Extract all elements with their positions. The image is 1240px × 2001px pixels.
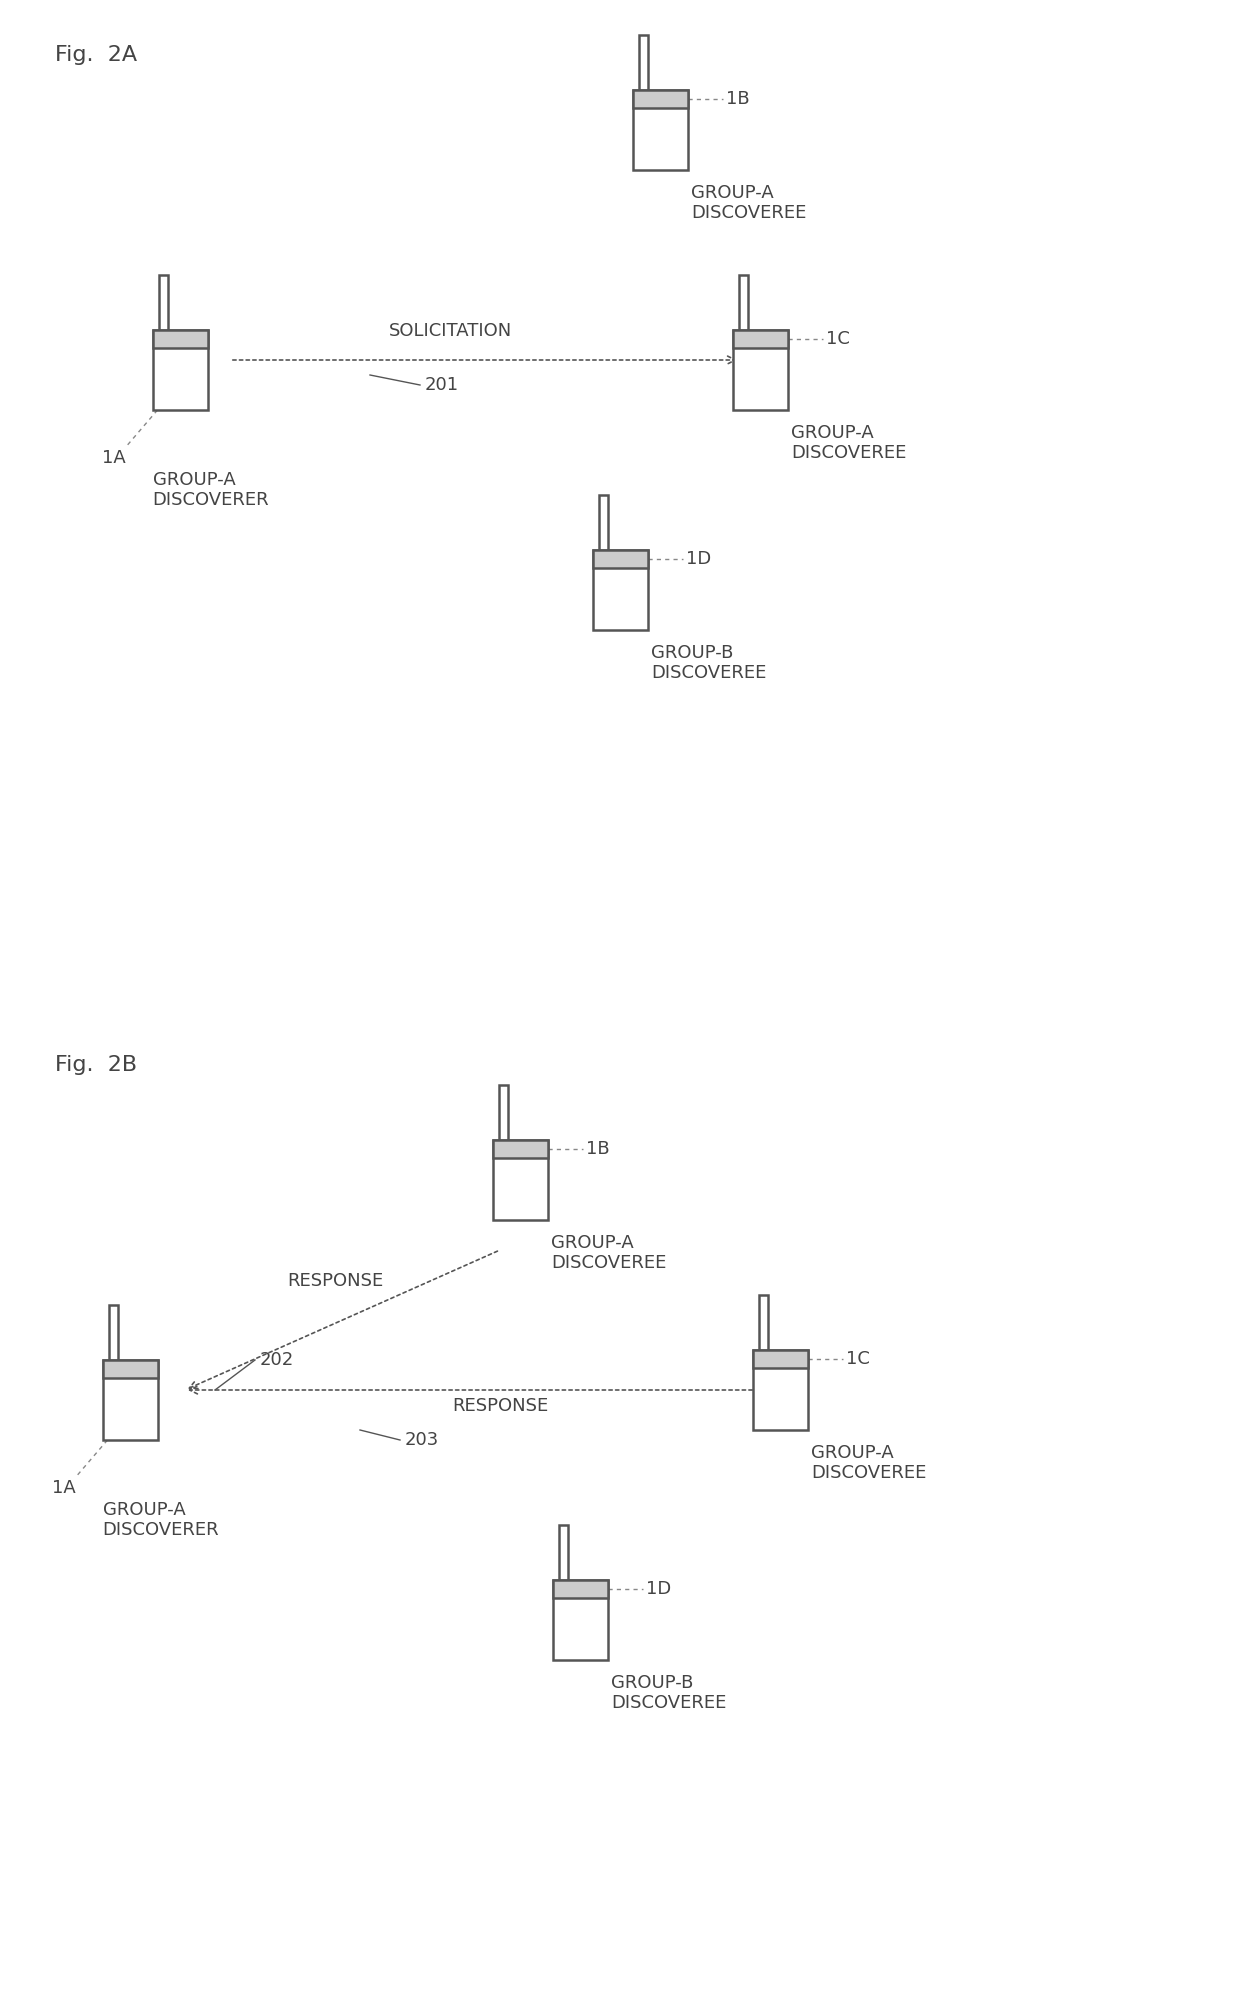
Text: GROUP-A: GROUP-A — [103, 1501, 185, 1519]
Bar — [753, 1351, 807, 1431]
Bar — [153, 330, 207, 348]
Text: GROUP-A: GROUP-A — [552, 1235, 634, 1253]
Bar — [739, 274, 748, 330]
Bar — [733, 330, 787, 410]
Bar — [553, 1581, 608, 1599]
Text: GROUP-A: GROUP-A — [791, 424, 874, 442]
Bar — [109, 1305, 118, 1361]
Text: DISCOVERER: DISCOVERER — [153, 490, 269, 508]
Bar — [153, 330, 207, 348]
Text: DISCOVEREE: DISCOVEREE — [611, 1695, 727, 1713]
Text: GROUP-B: GROUP-B — [651, 644, 734, 662]
Text: GROUP-A: GROUP-A — [811, 1445, 894, 1463]
Bar — [492, 1141, 548, 1221]
Bar — [599, 494, 608, 550]
Bar — [632, 90, 687, 108]
Text: 203: 203 — [405, 1431, 439, 1449]
Text: Fig.  2A: Fig. 2A — [55, 44, 138, 64]
Bar — [159, 274, 167, 330]
Text: DISCOVEREE: DISCOVEREE — [552, 1255, 667, 1273]
Text: 1A: 1A — [52, 1479, 76, 1497]
Bar — [593, 550, 647, 568]
Text: 201: 201 — [425, 376, 459, 394]
Text: 1D: 1D — [646, 1581, 672, 1599]
Bar — [733, 330, 787, 348]
Text: Fig.  2B: Fig. 2B — [55, 1055, 138, 1075]
Bar — [753, 1351, 807, 1369]
Bar — [103, 1361, 157, 1379]
Text: GROUP-A: GROUP-A — [153, 470, 236, 488]
Bar — [103, 1361, 157, 1379]
Text: DISCOVEREE: DISCOVEREE — [811, 1465, 926, 1483]
Bar — [632, 90, 687, 170]
Text: RESPONSE: RESPONSE — [451, 1397, 548, 1415]
Text: 1B: 1B — [727, 90, 750, 108]
Text: 202: 202 — [260, 1351, 294, 1369]
Text: 1C: 1C — [847, 1351, 870, 1369]
Bar — [498, 1085, 507, 1141]
Bar — [553, 1581, 608, 1599]
Bar — [593, 550, 647, 630]
Bar — [632, 90, 687, 108]
Bar — [153, 330, 207, 410]
Text: GROUP-A: GROUP-A — [692, 184, 774, 202]
Bar — [753, 1351, 807, 1369]
Text: 1A: 1A — [102, 448, 125, 466]
Text: DISCOVEREE: DISCOVEREE — [791, 444, 906, 462]
Bar — [593, 550, 647, 568]
Text: DISCOVERER: DISCOVERER — [103, 1521, 219, 1539]
Bar — [492, 1141, 548, 1159]
Text: 1D: 1D — [687, 550, 712, 568]
Bar — [553, 1581, 608, 1661]
Bar — [733, 330, 787, 348]
Bar — [639, 34, 647, 90]
Bar — [759, 1295, 768, 1351]
Text: DISCOVEREE: DISCOVEREE — [692, 204, 807, 222]
Text: SOLICITATION: SOLICITATION — [388, 322, 512, 340]
Text: 1B: 1B — [587, 1141, 610, 1159]
Text: GROUP-B: GROUP-B — [611, 1675, 694, 1693]
Bar — [103, 1361, 157, 1441]
Text: RESPONSE: RESPONSE — [286, 1273, 383, 1291]
Bar — [492, 1141, 548, 1159]
Bar — [558, 1525, 568, 1581]
Text: 1C: 1C — [827, 330, 851, 348]
Text: DISCOVEREE: DISCOVEREE — [651, 664, 766, 682]
